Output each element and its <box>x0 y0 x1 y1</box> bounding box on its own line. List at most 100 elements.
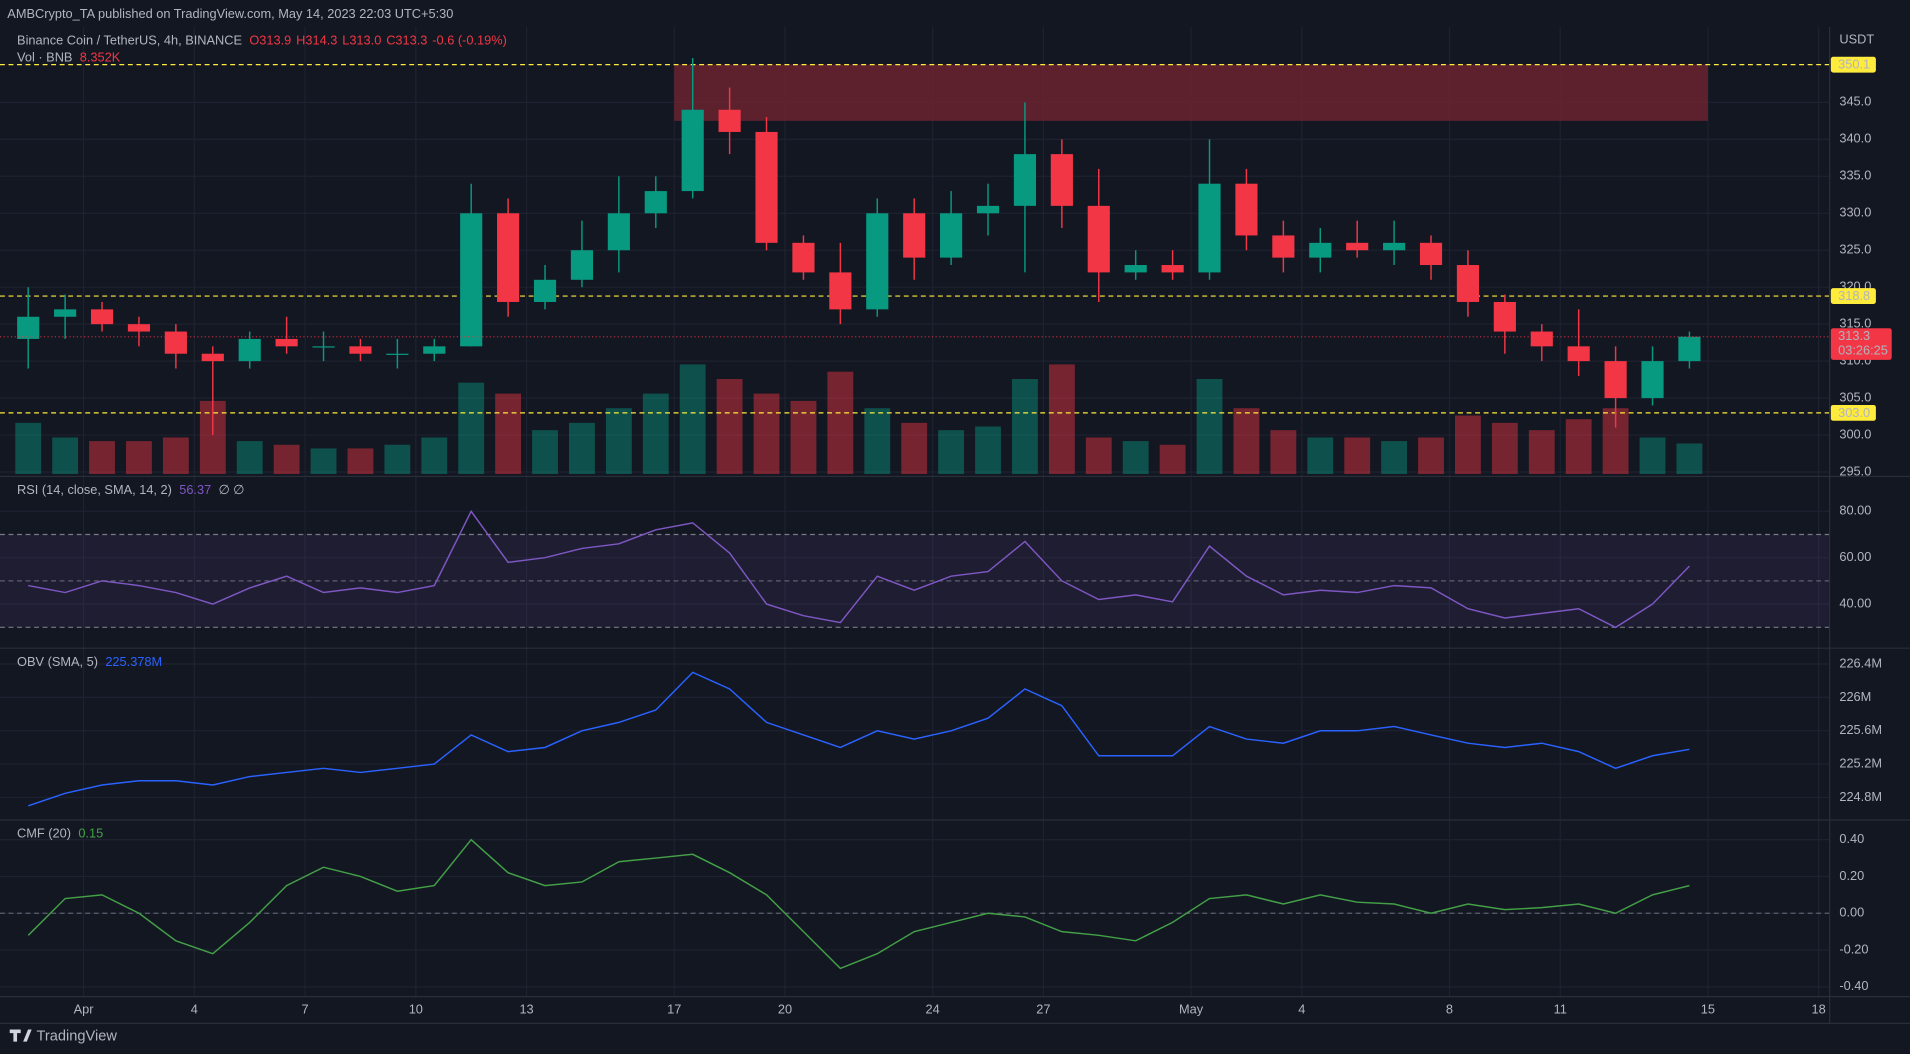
volume-bar <box>15 422 42 475</box>
indicator-value: 56.37 <box>179 482 211 497</box>
volume-bar <box>1196 378 1223 475</box>
y-tick-label: 0.00 <box>1839 905 1864 920</box>
volume-title: Vol · BNB <box>17 50 72 65</box>
x-tick-label: 13 <box>519 1001 533 1016</box>
y-tick-label: 225.6M <box>1839 722 1882 737</box>
candle-body <box>1456 265 1480 302</box>
plot: Apr 4 7 10 13 17 20 24 27 May 4 8 11 15 18 295.0 300.0 30… <box>0 26 1892 1016</box>
y-tick-label: 345.0 <box>1839 94 1871 109</box>
publisher: AMBCrypto_TA published on TradingView.co… <box>7 6 453 21</box>
volume-bar <box>1344 437 1371 475</box>
level-label: 303.0 <box>1838 405 1870 420</box>
candle-body <box>17 316 40 339</box>
y-tick-label: 0.20 <box>1839 868 1864 883</box>
y-tick-label: 330.0 <box>1839 205 1871 220</box>
volume-bar <box>790 400 817 475</box>
volume-bar <box>1639 437 1666 475</box>
volume-bar <box>1012 378 1038 475</box>
candle-body <box>1198 183 1221 273</box>
ohlc-value: O313.9 <box>249 33 291 48</box>
volume-bar <box>1159 444 1186 475</box>
candle-body <box>1050 154 1073 206</box>
y-tick-label: 340.0 <box>1839 131 1871 146</box>
candle-body <box>1530 331 1553 347</box>
candle-body <box>718 109 741 132</box>
volume-bar <box>1048 364 1075 475</box>
volume-bar <box>310 448 337 475</box>
candle-body <box>607 213 630 251</box>
volume-bar <box>52 437 79 475</box>
volume-bar <box>384 444 411 475</box>
volume-bar <box>495 393 522 475</box>
volume-bar <box>901 422 928 475</box>
volume-value: 8.352K <box>80 50 121 65</box>
y-tick-label: 224.8M <box>1839 789 1882 804</box>
y-tick-label: 295.0 <box>1839 463 1871 478</box>
volume-bar <box>162 437 189 475</box>
level-label: 318.8 <box>1838 288 1870 303</box>
last-price-label: 313.3 <box>1838 328 1870 343</box>
candle-body <box>386 353 409 355</box>
x-tick-label: May <box>1179 1001 1204 1016</box>
candle-body <box>164 331 187 354</box>
volume-bar <box>679 364 706 475</box>
candle-body <box>976 205 1000 214</box>
candle-body <box>533 279 557 302</box>
x-tick-label: 10 <box>409 1001 423 1016</box>
x-tick-label: Apr <box>74 1001 95 1016</box>
x-tick-label: 7 <box>302 1001 309 1016</box>
candle-body <box>127 324 151 332</box>
candle-body <box>644 191 667 214</box>
candle-body <box>1383 242 1406 251</box>
price-legend: Binance Coin / TetherUS, 4h, BINANCE O313… <box>17 33 507 48</box>
candle-body <box>349 346 372 354</box>
candle-body <box>792 242 815 273</box>
x-tick-label: 18 <box>1812 1001 1826 1016</box>
ohlc-value: C313.3 <box>386 33 427 48</box>
candle-body <box>1235 183 1258 236</box>
volume-bar <box>716 378 743 475</box>
candle-body <box>312 346 335 348</box>
x-tick-label: 8 <box>1446 1001 1453 1016</box>
indicator-title: CMF (20) <box>17 826 71 841</box>
volume-bar <box>1307 437 1334 475</box>
candle-body <box>1124 265 1147 273</box>
volume-legend: Vol · BNB 8.352K <box>17 50 121 65</box>
y-tick-label: -0.40 <box>1839 978 1868 993</box>
x-tick-label: 17 <box>667 1001 681 1016</box>
indicator-title: RSI (14, close, SMA, 14, 2) <box>17 482 172 497</box>
volume-bar <box>532 430 558 475</box>
volume-bar <box>975 426 1001 475</box>
x-tick-label: 11 <box>1554 1001 1567 1016</box>
volume-bar <box>1270 430 1297 475</box>
volume-bar <box>827 371 854 475</box>
candle-body <box>681 109 704 192</box>
x-tick-label: 27 <box>1036 1001 1050 1016</box>
candle-body <box>1567 346 1590 362</box>
indicator-legend: CMF (20) 0.15 <box>17 826 103 841</box>
candle-body <box>1419 242 1443 266</box>
candle-body <box>497 213 520 302</box>
indicator-value: 225.378M <box>105 654 162 669</box>
volume-bar <box>569 422 595 475</box>
y-tick-label: 300.0 <box>1839 426 1871 441</box>
candle-body <box>423 346 446 354</box>
volume-bar <box>1455 415 1481 475</box>
y-tick-label: 335.0 <box>1839 168 1871 183</box>
volume-bar <box>236 441 263 475</box>
volume-bar <box>1491 422 1518 475</box>
ohlc-value: H314.3 <box>296 33 337 48</box>
volume-bar <box>273 444 300 475</box>
volume-bar <box>1233 408 1260 475</box>
indicator-line <box>28 509 1690 629</box>
level-tag <box>1830 288 1876 304</box>
volume-bar <box>605 408 632 475</box>
x-tick-label: 15 <box>1701 1001 1715 1016</box>
candle-body <box>570 250 594 280</box>
indicator-line <box>28 671 1690 807</box>
y-tick-label: 80.00 <box>1839 503 1871 518</box>
level-tag <box>1830 56 1876 73</box>
